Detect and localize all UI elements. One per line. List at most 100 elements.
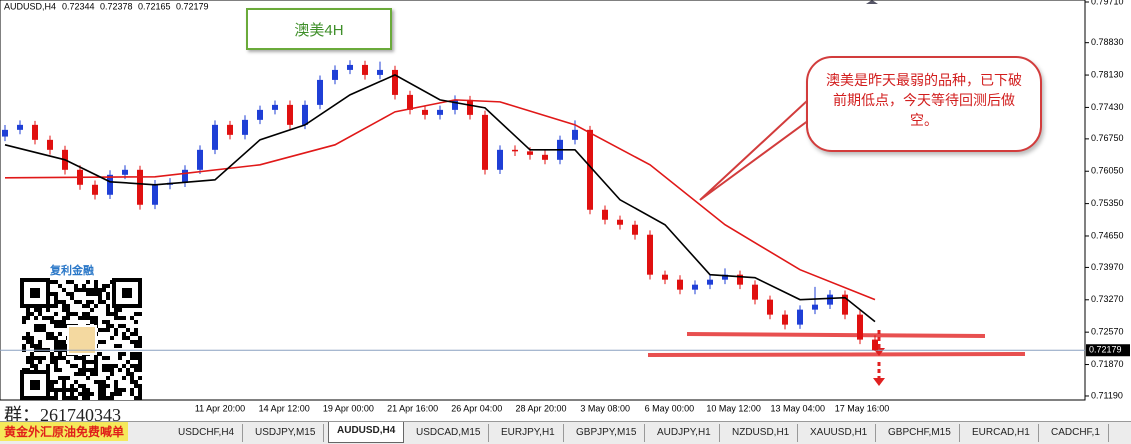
qr-cell xyxy=(54,388,58,392)
qr-cell xyxy=(62,300,66,304)
qr-cell xyxy=(90,288,94,292)
qr-cell xyxy=(122,336,126,340)
qr-cell xyxy=(98,392,102,396)
qr-cell xyxy=(50,396,54,400)
candle-body xyxy=(707,279,713,285)
qr-cell xyxy=(130,388,134,392)
tab[interactable]: NZDUSD,H1 xyxy=(724,424,799,442)
candle-body xyxy=(257,109,263,120)
qr-cell xyxy=(42,328,46,332)
candle-body xyxy=(422,109,428,115)
tab[interactable]: GBPCHF,M15 xyxy=(880,424,960,442)
qr-cell xyxy=(118,356,122,360)
qr-cell xyxy=(130,356,134,360)
y-tick-label: 0.71870 xyxy=(1091,359,1124,369)
qr-cell xyxy=(102,380,106,384)
candle-body xyxy=(857,314,863,340)
qr-cell xyxy=(102,288,106,292)
qr-cell xyxy=(98,288,102,292)
tab[interactable]: EURCAD,H1 xyxy=(964,424,1039,442)
candle-body xyxy=(152,184,158,205)
x-tick-label: 14 Apr 12:00 xyxy=(259,403,310,413)
qr-cell xyxy=(94,280,98,284)
candle-body xyxy=(137,169,143,205)
qr-cell xyxy=(126,372,130,376)
qr-cell xyxy=(38,360,42,364)
x-tick-label: 17 May 16:00 xyxy=(835,403,890,413)
qr-cell xyxy=(78,384,82,388)
candle-body xyxy=(2,129,8,137)
candle-body xyxy=(107,174,113,195)
qr-cell xyxy=(78,300,82,304)
qr-cell xyxy=(106,284,110,288)
qr-cell xyxy=(122,364,126,368)
qr-cell xyxy=(102,340,106,344)
qr-cell xyxy=(94,304,98,308)
tab[interactable]: GBPJPY,M15 xyxy=(568,424,646,442)
qr-cell xyxy=(62,316,66,320)
candle-body xyxy=(377,69,383,75)
tab[interactable]: USDCHF,H4 xyxy=(170,424,244,442)
qr-cell xyxy=(106,356,110,360)
x-tick-label: 10 May 12:00 xyxy=(706,403,761,413)
tab[interactable]: EURJPY,H1 xyxy=(493,424,564,442)
qr-cell xyxy=(50,316,54,320)
tab[interactable]: XAUUSD,H1 xyxy=(802,424,877,442)
qr-cell xyxy=(114,388,118,392)
qr-cell xyxy=(130,364,134,368)
qr-cell xyxy=(46,332,50,336)
qr-cell xyxy=(130,332,134,336)
qr-cell xyxy=(82,316,86,320)
candle-body xyxy=(212,124,218,150)
candle-body xyxy=(677,279,683,290)
qr-cell xyxy=(98,352,102,356)
y-tick-label: 0.73970 xyxy=(1091,262,1124,272)
qr-cell xyxy=(98,300,102,304)
qr-cell xyxy=(50,320,54,324)
qr-cell xyxy=(118,352,122,356)
qr-cell xyxy=(114,364,118,368)
candle-body xyxy=(407,94,413,110)
qr-cell xyxy=(66,316,70,320)
qr-cell xyxy=(30,340,34,344)
qr-cell xyxy=(90,392,94,396)
qr-cell xyxy=(66,360,70,364)
tab[interactable]: USDCAD,M15 xyxy=(408,424,490,442)
qr-cell xyxy=(58,324,62,328)
qr-cell xyxy=(58,352,62,356)
qr-cell xyxy=(66,396,70,400)
qr-cell xyxy=(82,304,86,308)
qr-finder xyxy=(30,288,40,298)
qr-cell xyxy=(122,316,126,320)
y-tick-label: 0.72570 xyxy=(1091,327,1124,337)
qr-cell xyxy=(78,368,82,372)
qr-cell xyxy=(90,368,94,372)
qr-cell xyxy=(134,368,138,372)
qr-cell xyxy=(130,376,134,380)
qr-cell xyxy=(46,364,50,368)
qr-cell xyxy=(38,312,42,316)
qr-cell xyxy=(106,396,110,400)
tab[interactable]: CADCHF,1 xyxy=(1043,424,1109,442)
qr-cell xyxy=(90,316,94,320)
tab[interactable]: AUDJPY,H1 xyxy=(649,424,720,442)
qr-cell xyxy=(78,288,82,292)
qr-cell xyxy=(42,316,46,320)
qr-cell xyxy=(50,336,54,340)
qr-cell xyxy=(134,384,138,388)
tab[interactable]: USDJPY,M15 xyxy=(247,424,325,442)
qr-cell xyxy=(106,292,110,296)
qr-cell xyxy=(82,368,86,372)
qr-cell xyxy=(106,308,110,312)
qr-cell xyxy=(82,384,86,388)
qr-cell xyxy=(98,296,102,300)
qr-cell xyxy=(30,344,34,348)
qr-cell xyxy=(102,388,106,392)
qr-cell xyxy=(74,388,78,392)
qr-cell xyxy=(114,344,118,348)
qr-cell xyxy=(54,364,58,368)
candle-body xyxy=(497,149,503,170)
qr-cell xyxy=(54,304,58,308)
tab[interactable]: AUDUSD,H4 xyxy=(328,422,405,443)
qr-cell xyxy=(114,308,118,312)
